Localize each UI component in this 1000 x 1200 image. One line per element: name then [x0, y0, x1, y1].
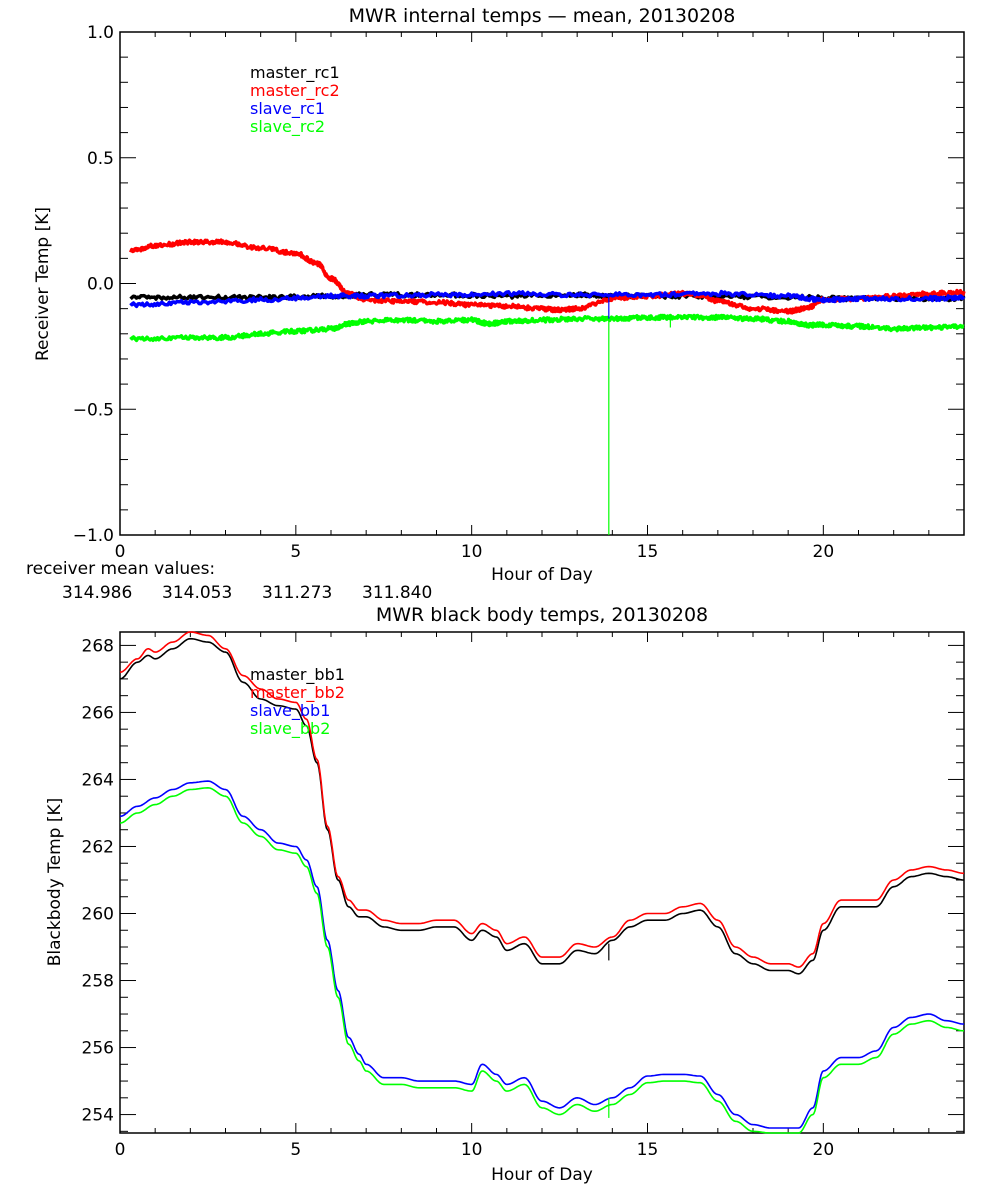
chart-title: MWR internal temps — mean, 20130208: [349, 5, 736, 27]
y-tick-label: 266: [82, 703, 114, 723]
legend-entry-master_rc1: master_rc1: [250, 63, 340, 83]
series-line-slave_bb2: [119, 787, 965, 1134]
series-line-master_bb1: [119, 637, 965, 975]
y-tick-label: 0.0: [87, 275, 114, 295]
series-group: [129, 238, 966, 535]
x-tick-label: 0: [115, 542, 126, 562]
legend-entry-slave_rc1: slave_rc1: [250, 99, 325, 119]
series-line-master_bb2: [119, 631, 965, 968]
x-tick-label: 10: [461, 1140, 483, 1160]
x-tick-label: 15: [637, 1140, 659, 1160]
mean-values: 314.986 314.053 311.273 311.840: [62, 583, 432, 603]
mean-value: 311.840: [362, 583, 432, 603]
y-tick-label: 254: [82, 1106, 114, 1126]
legend-entry-slave_bb1: slave_bb1: [250, 701, 330, 721]
y-tick-label: 256: [82, 1039, 114, 1059]
y-axis: 254 256 258 260 262 264 266 268: [82, 636, 964, 1132]
series-line-slave_rc2: [129, 313, 965, 343]
series-line-slave_bb1: [119, 780, 965, 1129]
y-tick-label: 0.5: [87, 149, 114, 169]
legend-entry-master_rc2: master_rc2: [250, 81, 340, 101]
x-axis: 0 5 10 15 20: [115, 32, 965, 562]
legend-entry-slave_rc2: slave_rc2: [250, 117, 325, 137]
y-tick-label: 260: [82, 904, 114, 924]
chart-blackbody-temps: MWR black body temps, 20130208 0 5 10 15 20 …: [45, 604, 965, 1185]
y-tick-label: −1.0: [73, 526, 114, 546]
chart-title: MWR black body temps, 20130208: [376, 604, 708, 626]
series-line-master_rc2: [129, 238, 966, 315]
x-tick-label: 20: [813, 542, 835, 562]
x-tick-label: 0: [115, 1140, 126, 1160]
series-line-slave_rc1: [129, 289, 966, 309]
mean-values-label: receiver mean values:: [26, 559, 215, 579]
y-tick-label: −0.5: [73, 400, 114, 420]
plot-frame: [119, 631, 965, 1134]
x-tick-label: 5: [290, 1140, 301, 1160]
x-tick-label: 5: [290, 542, 301, 562]
y-tick-label: 258: [82, 972, 114, 992]
legend-entry-slave_bb2: slave_bb2: [250, 719, 330, 739]
x-tick-label: 20: [813, 1140, 835, 1160]
series-group: [119, 631, 965, 1134]
y-tick-label: 1.0: [87, 23, 114, 43]
legend-entry-master_bb2: master_bb2: [250, 683, 345, 703]
mean-value: 311.273: [262, 583, 332, 603]
legend-entry-master_bb1: master_bb1: [250, 665, 345, 685]
chart-internal-temps: MWR internal temps — mean, 20130208 0 5 10…: [26, 5, 966, 603]
y-axis-label: Blackbody Temp [K]: [45, 798, 65, 967]
x-axis: 0 5 10 15 20: [115, 632, 965, 1160]
y-tick-label: 268: [82, 636, 114, 656]
y-tick-label: 264: [82, 770, 114, 790]
x-tick-label: 10: [461, 542, 483, 562]
plot-frame: [119, 31, 965, 536]
x-axis-label: Hour of Day: [491, 1165, 593, 1185]
y-tick-label: 262: [82, 837, 114, 857]
mean-value: 314.053: [162, 583, 232, 603]
mean-value: 314.986: [62, 583, 132, 603]
y-axis-label: Receiver Temp [K]: [33, 207, 53, 361]
y-axis: −1.0 −0.5 0.0 0.5 1.0: [73, 23, 964, 546]
x-axis-label: Hour of Day: [491, 565, 593, 585]
x-tick-label: 15: [637, 542, 659, 562]
